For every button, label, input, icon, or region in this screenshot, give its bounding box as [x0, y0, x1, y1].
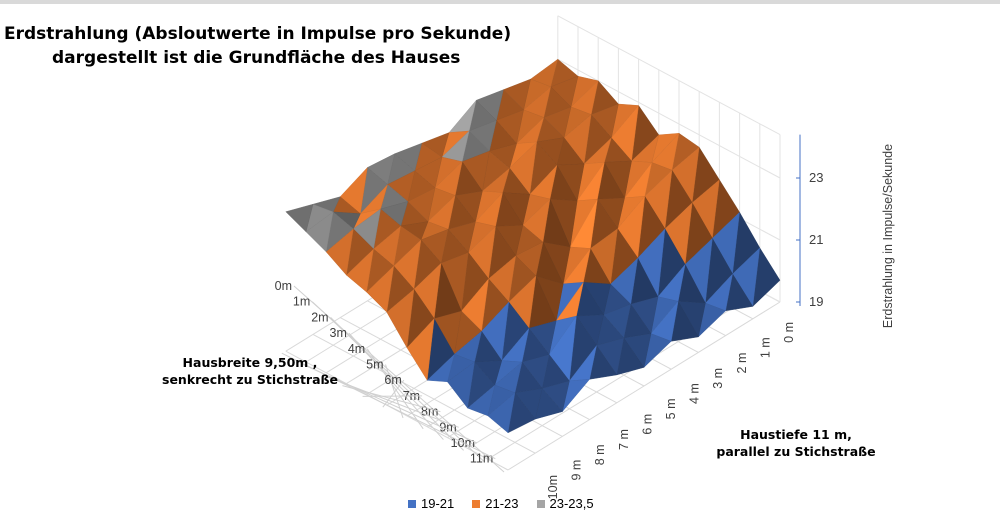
- surface-facet: [426, 353, 455, 383]
- x-axis-title-line-2: senkrecht zu Stichstraße: [162, 372, 338, 387]
- y-tick-label: 5 m: [664, 399, 678, 420]
- x-tick-gridline: [330, 317, 464, 451]
- z-tick-label: 21: [809, 232, 823, 247]
- legend: 19-21 21-23 23-23,5: [408, 496, 594, 511]
- x-tick-gridline: [385, 364, 404, 419]
- chart-title-line-2: dargestellt ist die Grundfläche des Haus…: [52, 48, 461, 68]
- floor-gridline: [312, 333, 536, 454]
- y-tick-label: 3 m: [711, 368, 725, 389]
- x-tick-label: 3m: [330, 326, 347, 340]
- surface-facet: [386, 288, 415, 349]
- x-axis-title: Hausbreite 9,50m , senkrecht zu Stichstr…: [150, 354, 350, 388]
- x-tick-label: 11m: [470, 452, 493, 466]
- x-tick-gridline: [366, 348, 424, 430]
- surface-facet: [487, 392, 516, 434]
- surface-facet: [305, 211, 334, 253]
- z-tick-label: 19: [809, 294, 823, 309]
- y-tick-label: 2 m: [735, 353, 749, 374]
- surface-facet: [447, 361, 475, 409]
- legend-label: 21-23: [485, 496, 519, 511]
- x-tick-label: 1m: [293, 295, 310, 309]
- x-tick-gridline: [382, 379, 405, 408]
- y-tick-label: 1 m: [758, 337, 772, 358]
- x-axis-title-line-1: Hausbreite 9,50m ,: [182, 355, 318, 370]
- x-tick-gridline: [281, 352, 496, 460]
- legend-item-19-21: 19-21: [408, 496, 454, 511]
- legend-swatch-orange: [472, 499, 481, 508]
- y-tick-label: 8 m: [593, 444, 607, 465]
- z-axis-title: Erdstrahlung in Impulse/Sekunde: [881, 144, 895, 328]
- legend-label: 19-21: [421, 496, 455, 511]
- surface-facet: [406, 318, 435, 381]
- surface-facet: [467, 384, 496, 417]
- x-tick-label: 4m: [348, 342, 365, 356]
- y-axis-title-line-1: Haustiefe 11 m,: [740, 427, 852, 442]
- y-tick-label: 7 m: [617, 429, 631, 450]
- legend-item-23-23-5: 23-23,5: [536, 496, 594, 511]
- chart-title: Erdstrahlung (Absloutwerte in Impulse pr…: [4, 22, 524, 70]
- x-tick-gridline: [362, 395, 423, 397]
- top-border: [0, 0, 1000, 4]
- z-tick-label: 23: [809, 170, 823, 185]
- surface-facet: [285, 203, 314, 233]
- x-tick-gridline: [348, 332, 444, 440]
- x-tick-label: 6m: [384, 373, 401, 387]
- chart-title-line-1: Erdstrahlung (Absloutwerte in Impulse pr…: [4, 24, 512, 44]
- legend-swatch-gray: [536, 499, 545, 508]
- x-tick-label: 0m: [275, 279, 292, 293]
- surface-facet: [325, 228, 354, 276]
- y-tick-label: 9 m: [570, 460, 584, 481]
- y-tick-label: 10m: [546, 475, 560, 499]
- y-tick-label: 0 m: [782, 322, 796, 343]
- x-tick-label: 2m: [311, 310, 328, 324]
- y-axis-title: Haustiefe 11 m, parallel zu Stichstraße: [696, 426, 896, 460]
- surface-facet: [366, 265, 395, 313]
- legend-item-21-23: 21-23: [472, 496, 519, 511]
- back-wall-gridline: [557, 58, 781, 179]
- back-wall-gridline: [557, 15, 781, 136]
- y-tick-label: 4 m: [688, 383, 702, 404]
- surface-facet: [346, 248, 374, 293]
- legend-swatch-blue: [408, 499, 416, 508]
- y-tick-label: 6 m: [640, 414, 654, 435]
- x-tick-label: 9m: [439, 420, 456, 434]
- legend-label: 23-23,5: [549, 496, 594, 511]
- y-axis-title-line-2: parallel zu Stichstraße: [716, 444, 876, 459]
- x-tick-label: 5m: [366, 358, 383, 372]
